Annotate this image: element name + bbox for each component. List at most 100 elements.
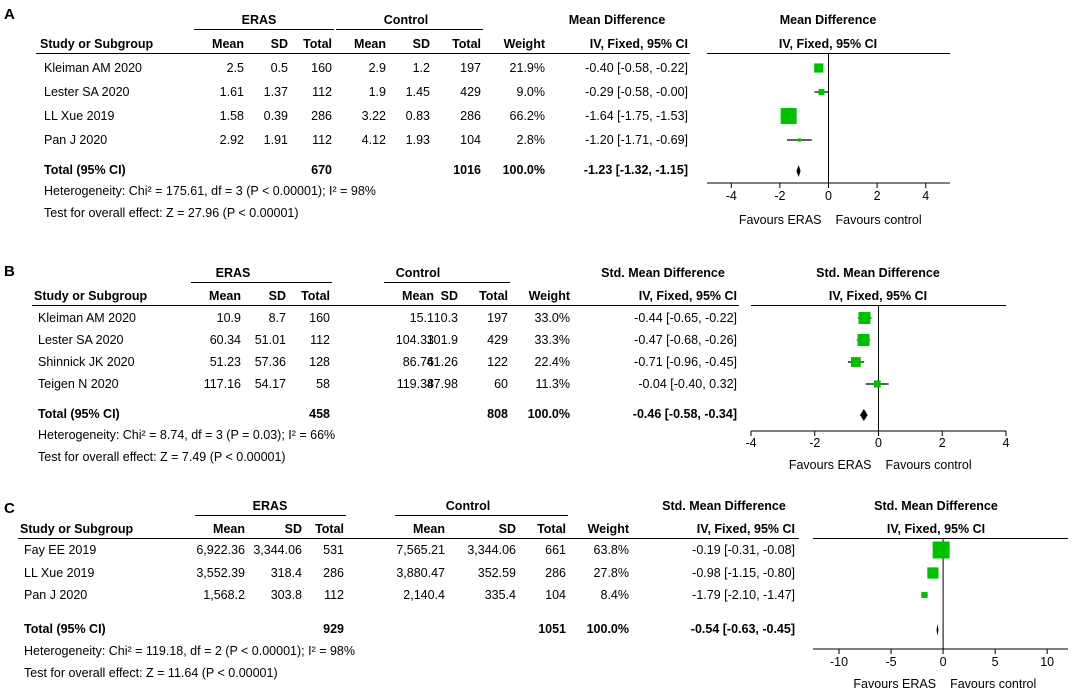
eras-mean: 60.34 [209, 333, 241, 347]
group-header-control: Control [383, 13, 429, 27]
control-mean: 2,140.4 [403, 588, 445, 602]
eras-sd: 303.8 [270, 588, 302, 602]
eras-sd: 57.36 [254, 355, 286, 369]
study-ci: -1.20 [-1.71, -0.69] [585, 133, 688, 147]
group-underline-control [395, 515, 568, 516]
eras-total: 112 [324, 588, 344, 602]
col-header-eras-total: Total [301, 289, 330, 303]
study-name: Shinnick JK 2020 [38, 355, 135, 369]
eras-sd: 51.01 [254, 333, 286, 347]
control-mean: 1.9 [368, 85, 386, 99]
study-weight: 33.3% [534, 333, 570, 347]
eras-total: 286 [311, 109, 332, 123]
study-ci: -0.98 [-1.15, -0.80] [692, 566, 795, 580]
control-total: 661 [545, 543, 566, 557]
study-name: LL Xue 2019 [24, 566, 95, 580]
eras-sd: 1.37 [263, 85, 288, 99]
total-eras-n: 929 [323, 622, 344, 636]
eras-total: 112 [312, 85, 332, 99]
header-rule [18, 538, 799, 539]
control-mean: 2.9 [368, 61, 386, 75]
plot-title: Mean Difference [779, 13, 877, 27]
eras-mean: 117.16 [203, 377, 241, 391]
eras-mean: 6,922.36 [196, 543, 245, 557]
col-header-weight: Weight [587, 522, 629, 536]
group-underline-eras [195, 515, 346, 516]
total-control-n: 1051 [538, 622, 566, 636]
control-total: 197 [487, 311, 508, 325]
col-header-control-total: Total [452, 37, 481, 51]
x-tick-label: -5 [885, 655, 896, 669]
plot-header-rule [813, 538, 1068, 539]
favours-eras-label: Favours ERAS [853, 677, 936, 691]
col-header-effect-method: IV, Fixed, 95% CI [589, 37, 688, 51]
study-weight: 27.8% [593, 566, 629, 580]
study-marker [818, 89, 825, 95]
panel-label: B [4, 263, 15, 280]
col-header-control-mean: Mean [413, 522, 445, 536]
study-weight: 9.0% [516, 85, 546, 99]
group-header-control: Control [395, 266, 441, 280]
panel-c: C ERAS Control Std. Mean Difference Std. Mea… [0, 494, 1084, 694]
forest-plot-area: -4 -2 0 2 4 Favours ERAS Favours control [745, 305, 1010, 472]
control-total: 429 [487, 333, 508, 347]
pooled-diamond [936, 624, 939, 636]
col-header-eras-sd: SD [268, 289, 286, 303]
study-ci: -0.19 [-0.31, -0.08] [692, 543, 795, 557]
eras-total: 112 [310, 333, 330, 347]
col-header-effect-method: IV, Fixed, 95% CI [638, 289, 737, 303]
study-marker [780, 108, 797, 124]
study-weight: 66.2% [509, 109, 545, 123]
panel-b: B ERAS Control Std. Mean Difference Std. Mea… [0, 257, 1084, 477]
col-header-eras-mean: Mean [213, 522, 245, 536]
eras-mean: 51.23 [209, 355, 241, 369]
study-weight: 33.0% [534, 311, 570, 325]
study-name: Fay EE 2019 [24, 543, 97, 557]
favours-control-label: Favours control [836, 213, 922, 227]
heterogeneity-text: Heterogeneity: Chi² = 8.74, df = 3 (P = … [38, 428, 336, 442]
panel-label: A [4, 6, 15, 23]
study-ci: -0.40 [-0.58, -0.22] [585, 61, 688, 75]
col-header-eras-total: Total [303, 37, 332, 51]
control-sd: 10.3 [433, 311, 458, 325]
effect-column-title: Std. Mean Difference [662, 499, 786, 513]
x-tick-label: 2 [874, 189, 881, 203]
x-tick-label: 5 [992, 655, 999, 669]
control-mean: 3,880.47 [396, 566, 445, 580]
total-ci: -0.46 [-0.58, -0.34] [632, 407, 737, 421]
control-mean: 4.12 [361, 133, 386, 147]
control-mean: 119.38 [396, 377, 434, 391]
heterogeneity-text: Heterogeneity: Chi² = 175.61, df = 3 (P … [44, 184, 376, 198]
eras-mean: 1.58 [219, 109, 244, 123]
eras-mean: 1,568.2 [203, 588, 245, 602]
control-sd: 41.26 [426, 355, 458, 369]
x-tick-label: -2 [809, 436, 820, 450]
col-header-control-sd: SD [498, 522, 516, 536]
eras-total: 160 [311, 61, 332, 75]
control-sd: 1.2 [412, 61, 430, 75]
study-ci: -1.79 [-2.10, -1.47] [692, 588, 795, 602]
header-rule [32, 305, 739, 306]
study-ci: -0.44 [-0.65, -0.22] [634, 311, 737, 325]
col-header-study: Study or Subgroup [40, 37, 154, 51]
col-header-eras-total: Total [315, 522, 344, 536]
eras-mean: 1.61 [219, 85, 244, 99]
x-tick-label: 0 [825, 189, 832, 203]
total-label: Total (95% CI) [38, 407, 120, 421]
col-header-control-mean: Mean [354, 37, 386, 51]
study-marker [797, 138, 801, 142]
control-mean: 86.76 [402, 355, 434, 369]
total-weight: 100.0% [502, 163, 545, 177]
x-tick-label: -4 [726, 189, 737, 203]
eras-total: 112 [312, 133, 332, 147]
col-header-effect-method: IV, Fixed, 95% CI [696, 522, 795, 536]
study-name: Kleiman AM 2020 [44, 61, 142, 75]
study-marker [814, 63, 824, 73]
study-ci: -0.29 [-0.58, -0.00] [585, 85, 688, 99]
col-header-eras-sd: SD [284, 522, 302, 536]
header-rule [36, 53, 690, 54]
col-header-control-mean: Mean [402, 289, 434, 303]
eras-sd: 0.39 [263, 109, 288, 123]
study-weight: 21.9% [509, 61, 545, 75]
eras-mean: 3,552.39 [196, 566, 245, 580]
